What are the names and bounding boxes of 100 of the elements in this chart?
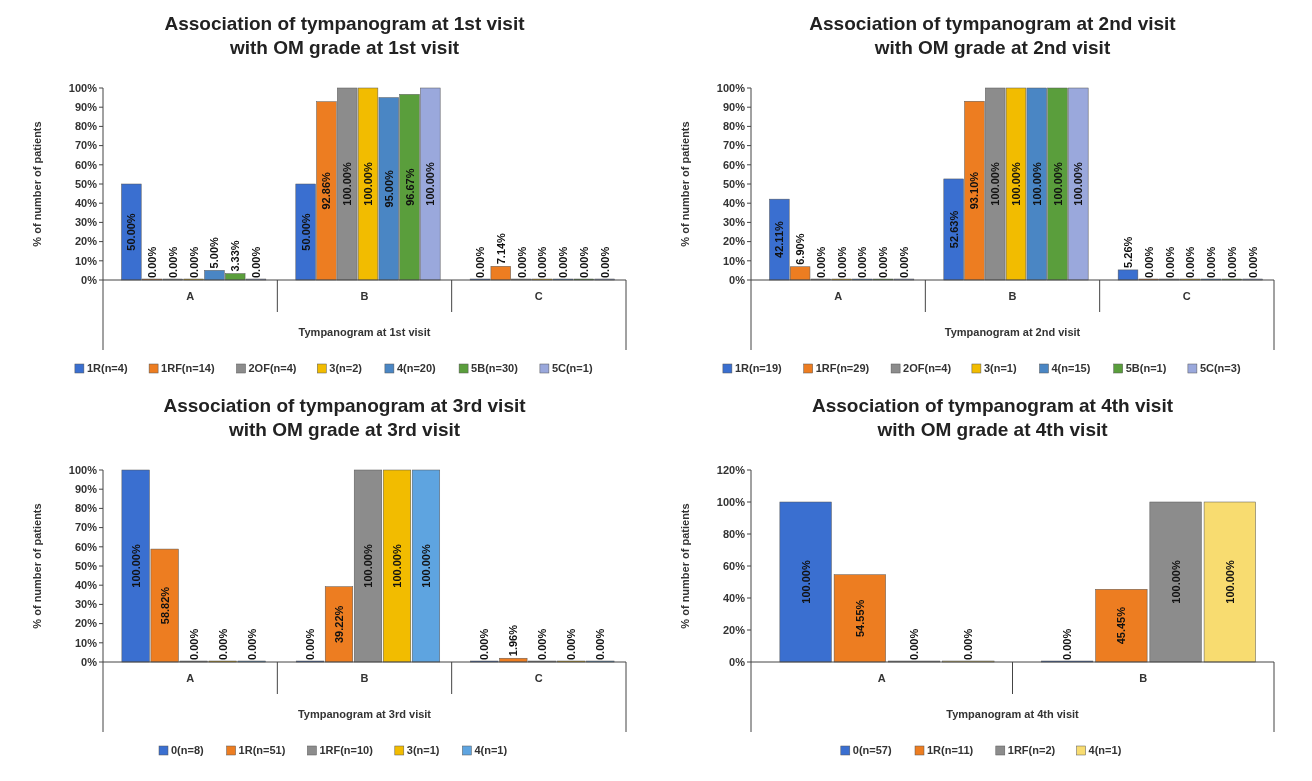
data-label: 6.90% [794,233,807,265]
y-tick-label: 100% [716,495,746,508]
data-label: 0.00% [146,246,159,278]
legend-label: 1R(n=11) [927,744,974,756]
y-tick-label: 60% [722,158,746,171]
y-tick-label: 40% [74,579,98,592]
data-label: 100.00% [424,162,437,206]
data-label: 3.33% [229,240,242,272]
data-label: 0.00% [835,246,848,278]
y-tick-label: 70% [74,139,98,152]
data-label: 5.26% [1122,236,1135,268]
y-axis-title: % of number of patients [31,503,43,629]
x-axis-title: Tympanogram at 4th visit [946,708,1080,720]
chart-title: Association of tympanogram at 4th visit with OM grade at 4th visit [811,395,1174,440]
y-tick-label: 20% [722,623,746,636]
data-label: 0.00% [536,628,549,660]
data-label: 100.00% [361,162,374,206]
data-label: 0.00% [1246,246,1259,278]
y-tick-label: 0% [729,273,746,286]
y-tick-label: 10% [74,254,98,267]
legend-label: 2OF(n=4) [903,362,952,374]
x-tick-label: C [534,290,543,302]
y-tick-label: 70% [722,139,746,152]
y-tick-label: 100% [68,81,98,94]
y-tick-label: 40% [74,197,98,210]
data-label: 0.00% [249,246,262,278]
y-tick-label: 20% [722,235,746,248]
data-label: 0.00% [1061,628,1074,660]
y-tick-label: 60% [722,559,746,572]
legend-label: 2OF(n=4) [248,362,297,374]
data-label: 95.00% [382,169,395,208]
data-label: 0.00% [856,246,869,278]
data-label: 100.00% [1169,560,1182,604]
data-label: 0.00% [515,246,528,278]
y-tick-label: 90% [74,483,98,496]
y-tick-label: 120% [716,463,746,476]
x-tick-label: B [1139,672,1148,684]
data-label: 100.00% [341,162,354,206]
data-label: 0.00% [536,246,549,278]
legend-label: 4(n=1) [1088,744,1122,756]
data-label: 7.14% [494,232,507,265]
y-tick-label: 50% [74,559,98,572]
data-label: 0.00% [1163,246,1176,278]
data-label: 100.00% [1030,162,1043,206]
data-label: 50.00% [299,213,312,251]
legend-label: 0(n=8) [171,744,205,756]
x-axis-title: Tympanogram at 1st visit [298,326,431,338]
data-label: 0.00% [598,246,611,278]
legend-label: 4(n=1) [474,744,508,756]
legend-label: 5C(n=3) [1199,362,1241,374]
data-label: 100.00% [989,162,1002,206]
y-tick-label: 100% [68,463,98,476]
data-label: 58.82% [158,586,171,625]
legend-label: 4(n=20) [396,362,437,374]
legend-label: 5B(n=30) [471,362,519,374]
y-tick-label: 30% [74,216,98,229]
legend-label: 0(n=57) [852,744,892,756]
legend-label: 3(n=1) [406,744,440,756]
x-tick-label: B [1008,290,1017,302]
data-label: 100.00% [1072,162,1085,206]
data-label: 100.00% [1009,162,1022,206]
data-label: 0.00% [577,246,590,278]
data-label: 0.00% [478,628,491,660]
legend-label: 1R(n=19) [734,362,782,374]
data-label: 0.00% [245,628,258,660]
data-label: 0.00% [216,628,229,660]
x-tick-label: A [877,672,886,684]
data-label: 50.00% [125,213,138,251]
y-tick-label: 100% [716,81,746,94]
data-label: 0.00% [877,246,890,278]
data-label: 5.00% [208,236,221,269]
x-tick-label: A [834,290,843,302]
legend-label: 3(n=2) [329,362,363,374]
y-tick-label: 40% [722,591,746,604]
chart-title: Association of tympanogram at 3rd visit with OM grade at 3rd visit [163,395,527,440]
y-tick-label: 80% [722,120,746,133]
data-label: 52.63% [947,210,960,249]
data-label: 39.22% [332,605,345,644]
data-label: 0.00% [474,246,487,278]
data-label: 96.67% [403,168,416,206]
y-tick-label: 80% [74,120,98,133]
y-tick-label: 60% [74,158,98,171]
data-label: 45.45% [1115,606,1128,645]
x-tick-label: A [186,290,195,302]
y-tick-label: 0% [81,273,98,286]
y-tick-label: 90% [722,101,746,114]
legend-label: 1RF(n=2) [1007,744,1056,756]
data-label: 0.00% [908,628,921,660]
data-label: 100.00% [1223,560,1236,604]
y-tick-label: 90% [74,101,98,114]
y-tick-label: 70% [74,521,98,534]
data-label: 100.00% [799,560,812,604]
data-label: 0.00% [1184,246,1197,278]
legend-label: 5C(n=1) [551,362,593,374]
y-tick-label: 20% [74,617,98,630]
y-tick-label: 0% [729,655,746,668]
y-tick-label: 60% [74,540,98,553]
data-label: 54.55% [853,599,866,638]
x-tick-label: B [360,672,369,684]
data-label: 0.00% [962,628,975,660]
